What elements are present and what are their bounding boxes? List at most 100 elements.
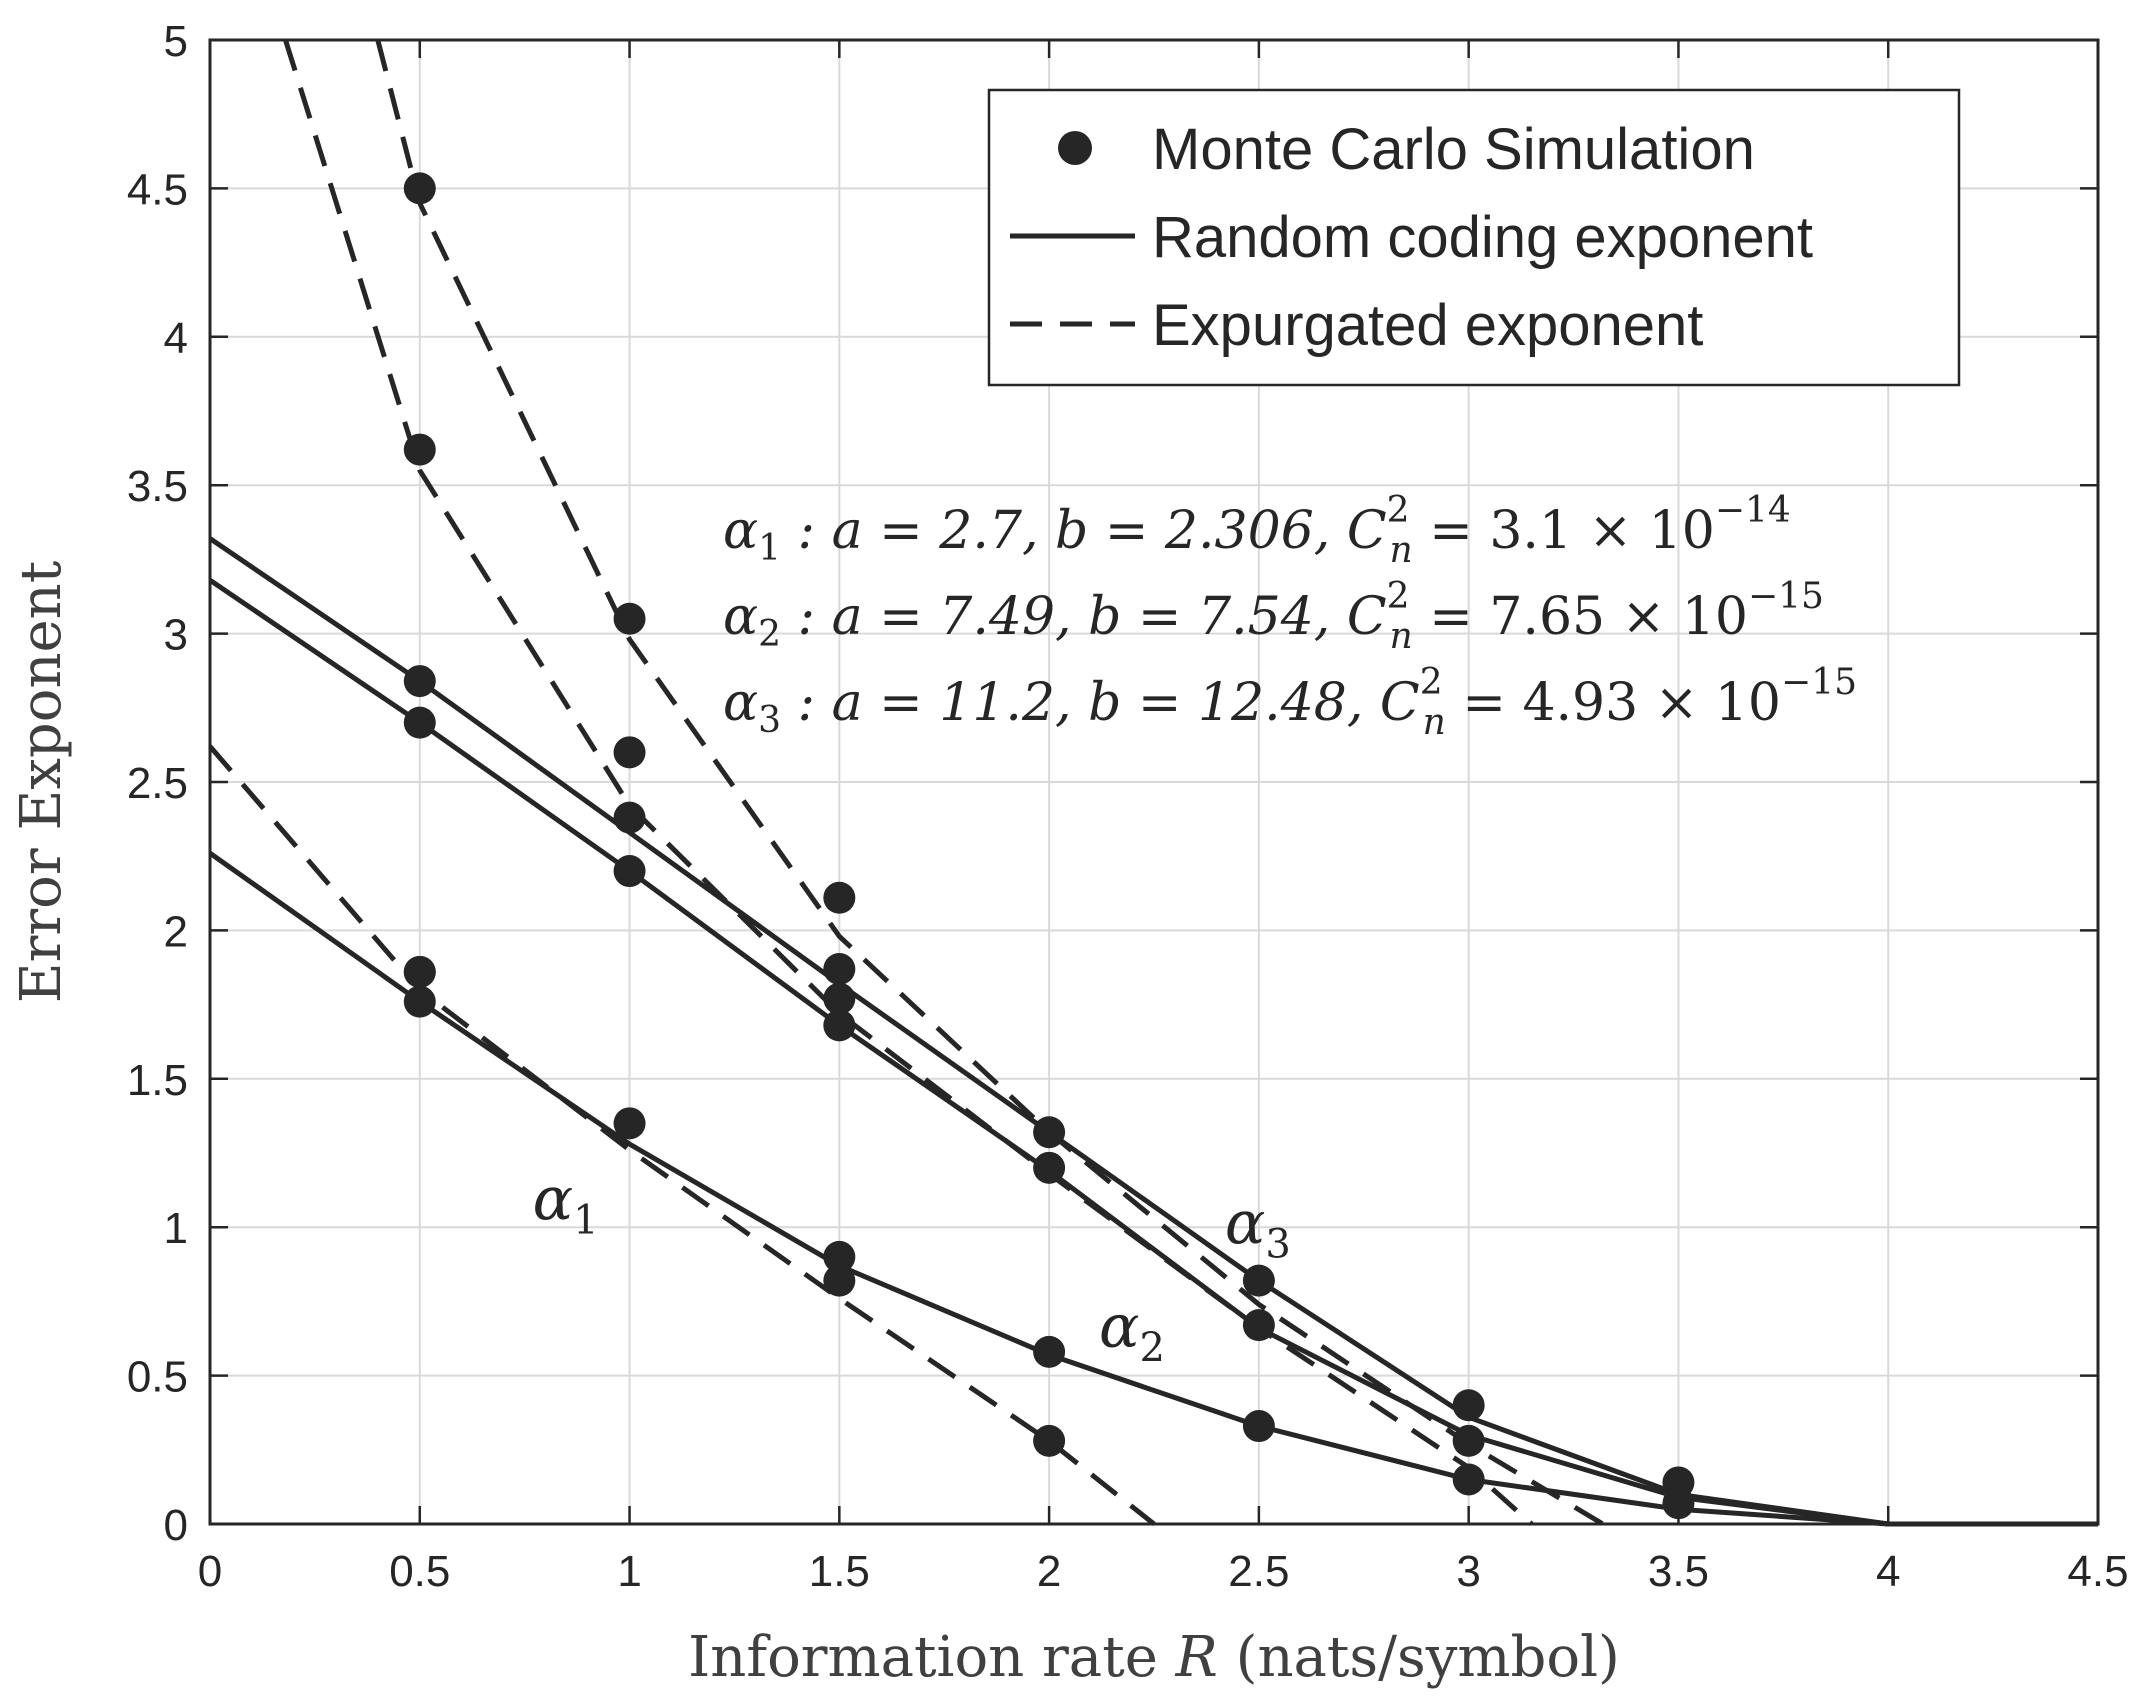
parameter-annotation: α1 : a = 2.7, b = 2.306, C2 n = 3.1 × 10−… — [723, 490, 1791, 571]
x-axis-title: Information rate R (nats/symbol) — [688, 1625, 1620, 1690]
x-tick-label: 4 — [1876, 1547, 1900, 1596]
curve-label-symbol: α — [1099, 1292, 1140, 1362]
monte-carlo-point — [1452, 1389, 1485, 1422]
x-tick-label: 0.5 — [389, 1547, 450, 1596]
alpha-subscript: 2 — [758, 614, 781, 655]
monte-carlo-point — [1452, 1463, 1485, 1496]
parameter-annotation: α2 : a = 7.49, b = 7.54, C2 n = 7.65 × 10… — [723, 576, 1824, 657]
curve-label-subscript: 3 — [1265, 1221, 1290, 1267]
monte-carlo-point — [613, 1107, 646, 1140]
curve-label: α2 — [1099, 1292, 1165, 1371]
random-coding-exponent-line — [208, 851, 2098, 1527]
x-axis-title-var: R — [1175, 1625, 1218, 1690]
y-tick-label: 5 — [164, 17, 188, 66]
monte-carlo-point — [613, 801, 646, 834]
monte-carlo-point — [1242, 1264, 1275, 1297]
y-tick-label: 0 — [164, 1501, 188, 1550]
x-tick-label: 0 — [198, 1547, 222, 1596]
monte-carlo-point — [823, 952, 856, 985]
annotation-exponent: −15 — [1748, 576, 1824, 617]
random-coding-exponent-line — [208, 536, 2098, 1527]
monte-carlo-point — [613, 602, 646, 635]
legend-label: Expurgated exponent — [1152, 293, 1703, 358]
annotation-tail: = 7.65 × 10 — [1413, 587, 1748, 647]
y-tick-label: 3 — [164, 611, 188, 660]
curve-label: α3 — [1225, 1188, 1291, 1267]
curve-label: α1 — [533, 1165, 599, 1244]
x-tick-label: 4.5 — [2067, 1547, 2128, 1596]
expurgated-exponent-line — [375, 39, 1605, 1527]
monte-carlo-point — [1242, 1410, 1275, 1443]
monte-carlo-markers — [403, 172, 1695, 1520]
y-axis-title: Error Exponent — [9, 560, 74, 1003]
x-tick-label: 3.5 — [1648, 1547, 1709, 1596]
c-subscript: n — [1423, 702, 1446, 743]
alpha-symbol: α — [723, 673, 758, 733]
alpha-subscript: 1 — [758, 528, 781, 569]
legend: Monte Carlo Simulation Random coding expo… — [987, 88, 1961, 387]
annotation-body: : a = 11.2, b = 12.48, C — [781, 673, 1420, 733]
monte-carlo-point — [823, 1240, 856, 1273]
c-superscript: 2 — [1387, 490, 1410, 531]
monte-carlo-point — [1033, 1116, 1066, 1149]
y-tick-label: 1.5 — [127, 1056, 188, 1105]
c-superscript: 2 — [1387, 576, 1410, 617]
legend-marker-icon — [1058, 131, 1092, 165]
annotation-tail: = 4.93 × 10 — [1446, 673, 1781, 733]
monte-carlo-point — [1242, 1309, 1275, 1342]
monte-carlo-point — [823, 1009, 856, 1042]
legend-box — [987, 88, 1961, 387]
monte-carlo-point — [1033, 1335, 1066, 1368]
monte-carlo-point — [823, 982, 856, 1015]
annotation-tail: = 3.1 × 10 — [1413, 501, 1715, 561]
expurgated-exponent-line — [283, 39, 1534, 1526]
curve-label-subscript: 1 — [573, 1198, 598, 1244]
monte-carlo-point — [613, 736, 646, 769]
y-tick-label: 2.5 — [127, 759, 188, 808]
legend-label: Random coding exponent — [1152, 205, 1813, 270]
y-tick-label: 1 — [164, 1204, 188, 1253]
x-tick-label: 1 — [617, 1547, 641, 1596]
annotation-body: : a = 2.7, b = 2.306, C — [781, 501, 1387, 561]
y-tick-label: 2 — [164, 907, 188, 956]
monte-carlo-point — [1452, 1424, 1485, 1457]
y-tick-label: 0.5 — [127, 1353, 188, 1402]
c-superscript: 2 — [1420, 662, 1443, 703]
annotation-exponent: −14 — [1715, 490, 1791, 531]
legend-label: Monte Carlo Simulation — [1152, 117, 1755, 182]
series-lines — [208, 39, 2098, 1527]
alpha-subscript: 3 — [758, 700, 781, 741]
monte-carlo-point — [403, 706, 436, 739]
curve-label-symbol: α — [1225, 1188, 1266, 1258]
y-tick-label: 4.5 — [127, 165, 188, 214]
parameter-annotation: α3 : a = 11.2, b = 12.48, C2 n = 4.93 × 1… — [723, 662, 1857, 743]
x-tick-label: 3 — [1456, 1547, 1480, 1596]
y-tick-labels: 0 0.5 1 1.5 2 2.5 3 3.5 4 4.5 5 — [127, 17, 188, 1550]
monte-carlo-point — [823, 1264, 856, 1297]
curve-label-subscript: 2 — [1140, 1325, 1165, 1371]
monte-carlo-point — [1662, 1487, 1695, 1520]
c-subscript: n — [1390, 616, 1413, 657]
x-tick-label: 2.5 — [1228, 1547, 1289, 1596]
monte-carlo-point — [403, 433, 436, 466]
monte-carlo-point — [403, 955, 436, 988]
x-tick-labels: 0 0.5 1 1.5 2 2.5 3 3.5 4 4.5 — [198, 1547, 2129, 1596]
monte-carlo-point — [403, 985, 436, 1018]
y-tick-label: 4 — [164, 314, 188, 363]
curve-label-symbol: α — [533, 1165, 574, 1235]
monte-carlo-point — [613, 855, 646, 888]
tick-marks — [208, 38, 2100, 1526]
y-tick-label: 3.5 — [127, 462, 188, 511]
alpha-symbol: α — [723, 587, 758, 647]
x-tick-label: 1.5 — [809, 1547, 870, 1596]
expurgated-exponent-line — [208, 744, 1156, 1526]
monte-carlo-point — [823, 881, 856, 914]
monte-carlo-point — [403, 665, 436, 698]
annotation-exponent: −15 — [1781, 662, 1857, 703]
monte-carlo-point — [1033, 1151, 1066, 1184]
x-tick-label: 2 — [1037, 1547, 1061, 1596]
c-subscript: n — [1390, 530, 1413, 571]
monte-carlo-point — [1033, 1424, 1066, 1457]
